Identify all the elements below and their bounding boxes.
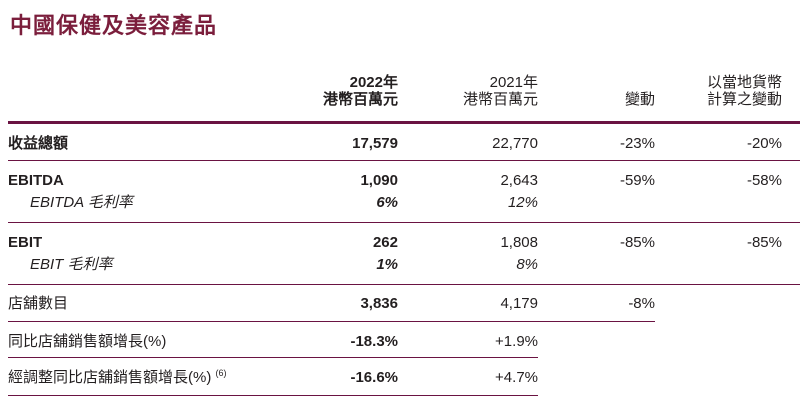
value-local-change xyxy=(655,254,800,285)
value-change xyxy=(538,322,655,358)
header-2021: 2021年 港幣百萬元 xyxy=(398,74,538,124)
value-2022: 6% xyxy=(248,192,398,223)
row-label: 同比店舖銷售額增長(%) xyxy=(8,321,248,358)
header-local-change: 以當地貨幣 計算之變動 xyxy=(655,74,800,124)
header-local-change-line2: 計算之變動 xyxy=(706,91,782,108)
value-2022: 1,090 xyxy=(360,172,398,189)
value-change xyxy=(538,192,655,223)
header-2022-unit: 港幣百萬元 xyxy=(322,91,398,108)
table-row-revenue: 收益總額 17,579 22,770 -23% -20% xyxy=(8,122,800,161)
value-2022: 17,579 xyxy=(248,122,398,161)
row-label: EBITDA xyxy=(8,172,64,189)
page-title: 中國保健及美容產品 xyxy=(10,13,218,39)
value-2022: -16.6% xyxy=(248,357,398,396)
table-row-ebit-margin: EBIT 毛利率 1% 8% xyxy=(8,254,800,285)
table-row-adjusted-same-store-sales-growth: 經調整同比店舖銷售額增長(%) (6) -16.6% +4.7% xyxy=(8,357,800,396)
value-2021: 12% xyxy=(398,192,538,223)
value-change xyxy=(538,254,655,285)
value-2021: +1.9% xyxy=(398,321,538,358)
value-2022: 3,836 xyxy=(248,284,398,322)
value-change: -59% xyxy=(619,172,655,189)
header-2021-unit: 港幣百萬元 xyxy=(462,91,538,108)
row-label: 店舖數目 xyxy=(8,284,248,322)
value-2022: -18.3% xyxy=(248,321,398,358)
row-label: EBIT 毛利率 xyxy=(8,254,248,285)
value-2021: 1,808 xyxy=(500,234,538,251)
header-local-change-line1: 以當地貨幣 xyxy=(706,74,782,91)
value-2021: 22,770 xyxy=(398,122,538,161)
row-label: EBITDA 毛利率 xyxy=(8,192,248,223)
header-change: 變動 xyxy=(538,74,655,124)
value-2022: 262 xyxy=(372,234,398,251)
value-2021: 2,643 xyxy=(500,172,538,189)
value-2021: 8% xyxy=(398,254,538,285)
value-local-change: -20% xyxy=(655,122,800,161)
value-change: -23% xyxy=(538,122,655,161)
value-change: -85% xyxy=(619,234,655,251)
table-header-row: 2022年 港幣百萬元 2021年 港幣百萬元 變動 以當地貨幣 計算之變動 xyxy=(8,74,800,124)
table-row-ebitda: EBITDA 1,090 2,643 -59% -58% xyxy=(8,161,800,193)
header-change-label: 變動 xyxy=(624,91,655,108)
value-2021: +4.7% xyxy=(398,357,538,396)
value-2021: 4,179 xyxy=(398,284,538,322)
value-local-change xyxy=(655,192,800,223)
footnote-6-marker: (6) xyxy=(215,368,227,378)
row-label: 經調整同比店舖銷售額增長(%) (6) xyxy=(8,357,248,396)
row-label-text: 經調整同比店舖銷售額增長(%) xyxy=(8,369,212,386)
value-local-change xyxy=(655,322,800,358)
header-2021-year: 2021年 xyxy=(489,74,538,91)
table-row-ebit: EBIT 262 1,808 -85% -85% xyxy=(8,223,800,255)
value-local-change xyxy=(655,358,800,396)
header-spacer xyxy=(8,74,248,124)
value-local-change: -85% xyxy=(746,234,782,251)
header-2022: 2022年 港幣百萬元 xyxy=(248,74,398,124)
financial-summary-table: 2022年 港幣百萬元 2021年 港幣百萬元 變動 以當地貨幣 計算之變動 收… xyxy=(8,74,800,396)
value-change: -8% xyxy=(538,284,655,322)
value-2022: 1% xyxy=(248,254,398,285)
table-row-same-store-sales-growth: 同比店舖銷售額增長(%) -18.3% +1.9% xyxy=(8,321,800,358)
value-local-change xyxy=(655,285,800,322)
value-change xyxy=(538,358,655,396)
table-row-ebitda-margin: EBITDA 毛利率 6% 12% xyxy=(8,192,800,223)
value-local-change: -58% xyxy=(746,172,782,189)
row-label: EBIT xyxy=(8,234,43,251)
table-row-store-count: 店舖數目 3,836 4,179 -8% xyxy=(8,284,800,322)
row-label: 收益總額 xyxy=(8,122,248,161)
header-2022-year: 2022年 xyxy=(349,74,398,91)
